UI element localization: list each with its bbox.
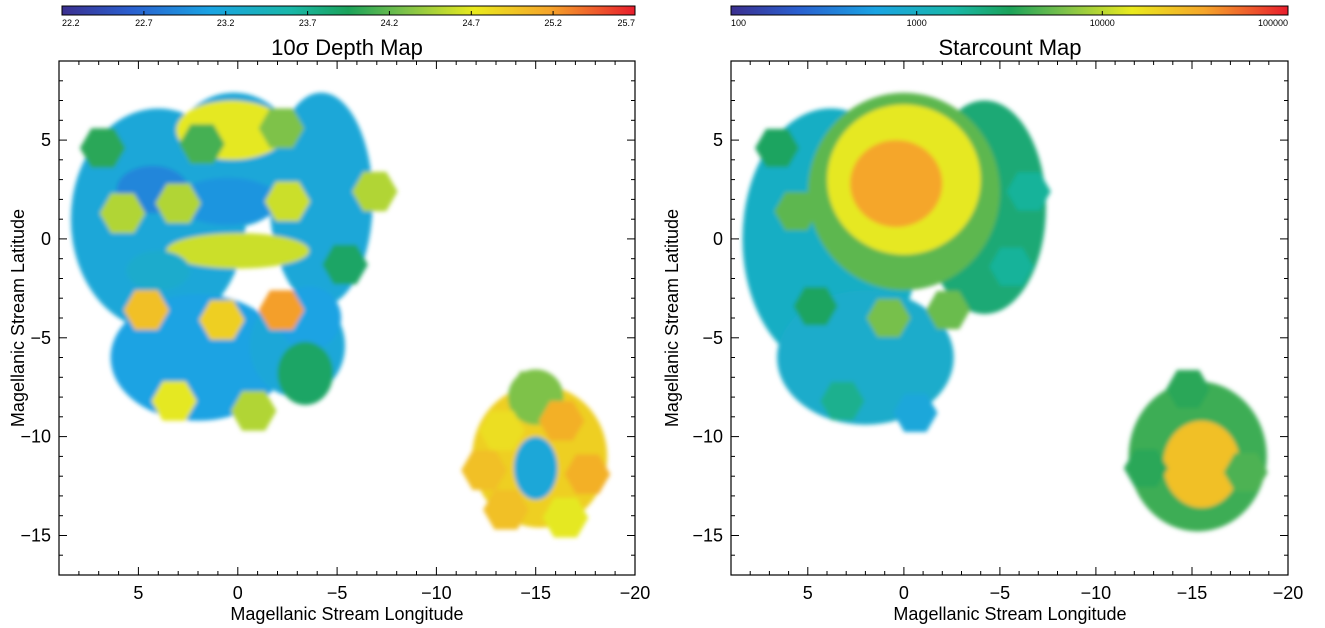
map-field	[989, 247, 1034, 286]
map-field	[893, 393, 938, 432]
map-field	[258, 108, 305, 148]
map-field	[155, 183, 201, 224]
x-tick-label: −10	[421, 583, 452, 603]
x-tick-label: 0	[233, 583, 243, 603]
map-field	[793, 287, 838, 326]
map-field	[564, 454, 611, 494]
y-tick-label: 5	[713, 130, 723, 150]
colorbar-tick-label: 24.7	[463, 18, 481, 28]
colorbar-tick-label: 25.2	[544, 18, 562, 28]
map-field	[230, 391, 277, 431]
map-field	[461, 450, 507, 490]
colorbar-tick-label: 100000	[1258, 18, 1288, 28]
starcount-map-x-axis-label: Magellanic Stream Longitude	[893, 604, 1126, 624]
x-tick-label: 5	[803, 583, 813, 603]
map-field	[123, 290, 170, 330]
map-field	[483, 490, 529, 530]
y-tick-label: −5	[702, 328, 723, 348]
map-field	[322, 244, 368, 285]
map-region	[126, 250, 191, 291]
x-tick-label: −5	[327, 583, 348, 603]
map-field	[774, 192, 819, 231]
map-field	[820, 381, 865, 421]
colorbar-tick-label: 23.7	[299, 18, 317, 28]
map-region	[176, 177, 280, 226]
y-tick-label: 0	[41, 229, 51, 249]
map-field	[926, 291, 971, 330]
y-tick-label: −10	[20, 427, 51, 447]
map-field	[199, 300, 245, 340]
map-field	[538, 401, 585, 441]
colorbar-tick-label: 24.2	[381, 18, 399, 28]
map-region	[1163, 420, 1240, 508]
colorbar-tick-label: 22.7	[135, 18, 153, 28]
map-field	[352, 171, 398, 212]
map-field	[1223, 453, 1268, 492]
y-tick-label: −15	[20, 526, 51, 546]
map-field	[79, 128, 126, 168]
depth-map-panel: 22.2 22.7 23.2 23.7 24.2 24.7 25.2 25.7 10σ Dep…	[8, 5, 651, 624]
map-field	[99, 193, 146, 233]
x-tick-label: −5	[990, 583, 1011, 603]
map-field	[179, 124, 225, 164]
x-tick-label: −15	[1177, 583, 1208, 603]
map-region	[166, 233, 310, 269]
colorbar-tick-label: 10000	[1090, 18, 1115, 28]
map-field	[258, 290, 305, 330]
colorbar-tick-label: 1000	[907, 18, 927, 28]
colorbar-tick-label: 25.7	[617, 18, 635, 28]
map-field	[264, 181, 311, 222]
depth-colorbar	[61, 5, 636, 16]
starcount-map-panel: 100 1000 10000 100000 Starcount Map 5 0 −5 −10…	[662, 5, 1304, 624]
x-tick-label: 5	[133, 583, 143, 603]
map-field	[1166, 370, 1211, 409]
x-tick-label: −10	[1081, 583, 1112, 603]
depth-map-title: 10σ Depth Map	[271, 35, 423, 60]
map-field	[151, 381, 197, 421]
starcount-map-title: Starcount Map	[938, 35, 1081, 60]
y-tick-label: −5	[30, 328, 51, 348]
map-field	[755, 128, 800, 168]
x-tick-label: 0	[899, 583, 909, 603]
y-tick-label: 0	[713, 229, 723, 249]
map-field	[479, 410, 525, 451]
map-field	[1006, 172, 1051, 211]
map-field	[1123, 449, 1168, 488]
y-tick-label: −15	[692, 526, 723, 546]
y-tick-label: 5	[41, 130, 51, 150]
colorbar-tick-label: 100	[731, 18, 746, 28]
x-tick-label: −20	[620, 583, 651, 603]
starcount-colorbar	[730, 5, 1289, 16]
map-region	[513, 436, 558, 500]
colorbar-tick-label: 23.2	[217, 18, 235, 28]
x-tick-label: −15	[520, 583, 551, 603]
map-field	[866, 298, 911, 338]
map-field	[508, 371, 555, 411]
map-region	[277, 341, 334, 405]
colorbar-tick-label: 22.2	[62, 18, 80, 28]
map-region	[850, 140, 943, 228]
depth-map-x-axis-label: Magellanic Stream Longitude	[230, 604, 463, 624]
y-tick-label: −10	[692, 427, 723, 447]
starcount-map-y-axis-label: Magellanic Stream Latitude	[662, 209, 682, 427]
depth-map-y-axis-label: Magellanic Stream Latitude	[8, 209, 28, 427]
map-field	[542, 497, 589, 538]
x-tick-label: −20	[1273, 583, 1304, 603]
